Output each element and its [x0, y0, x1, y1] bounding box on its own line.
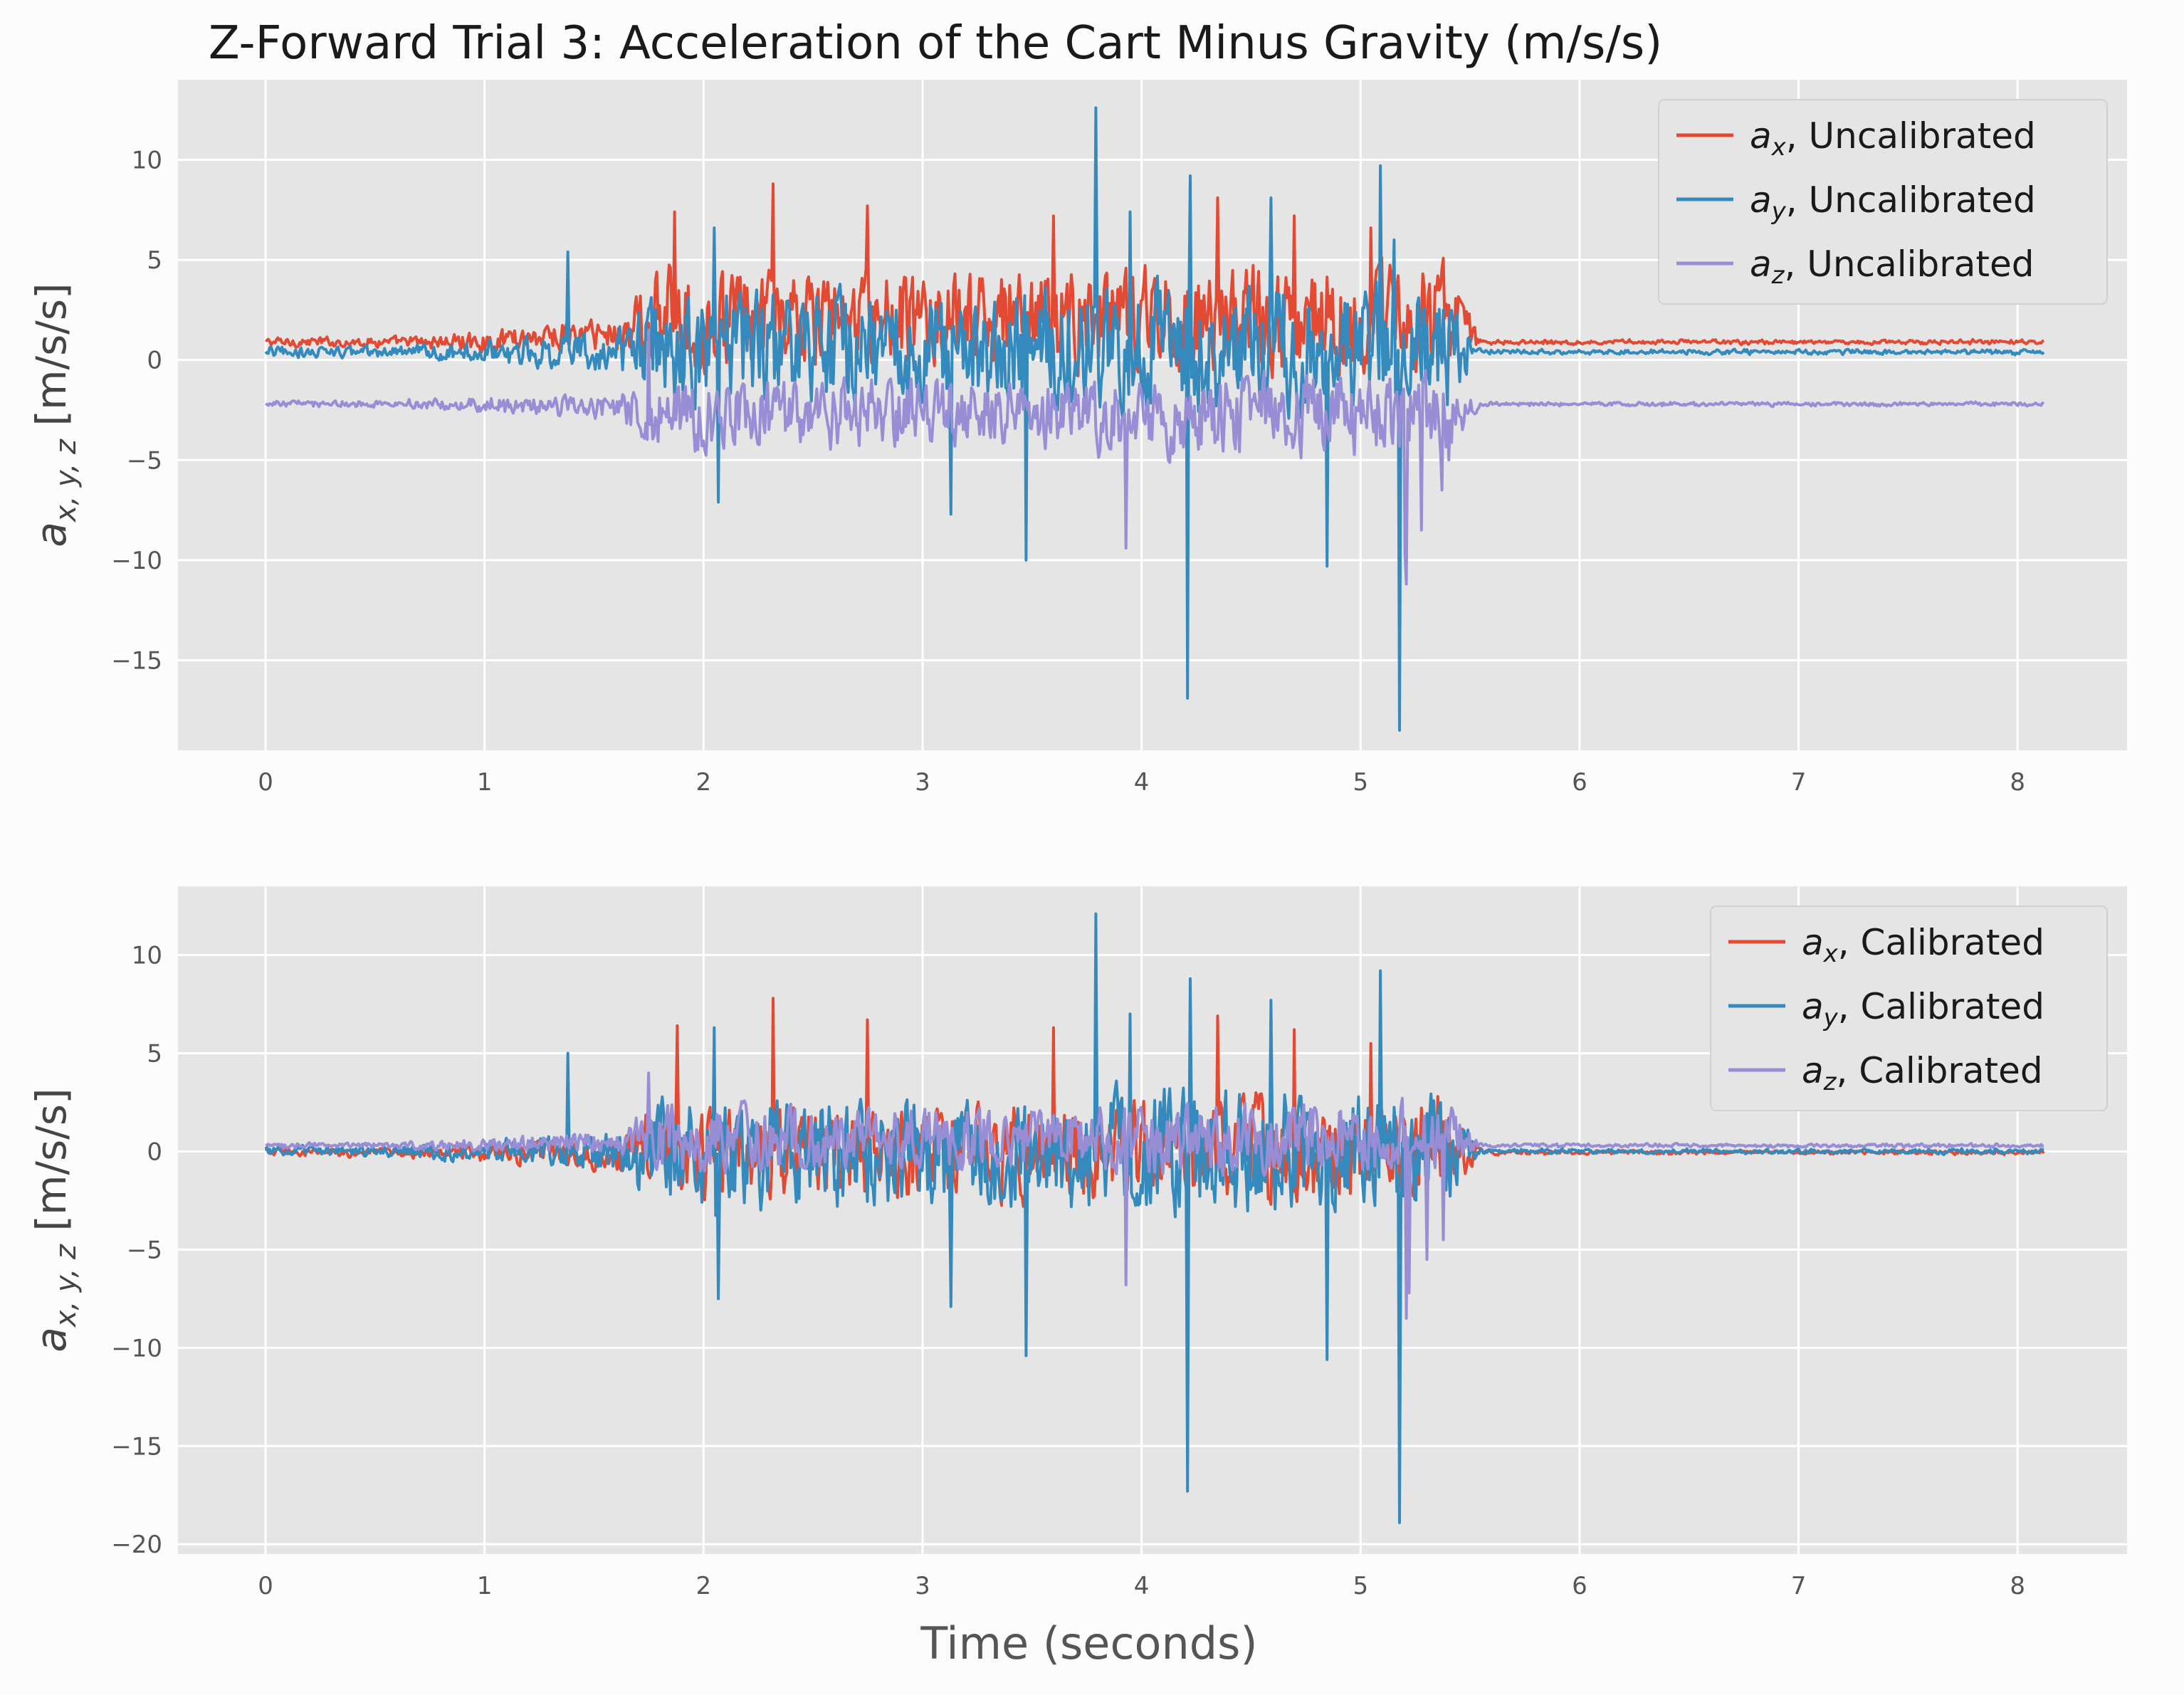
series-line-z [265, 328, 2045, 586]
y-label-subscript: x, y, z [50, 439, 83, 523]
y-tick-label: 0 [147, 1138, 162, 1166]
legend-entry-x: ax, Uncalibrated [1750, 115, 2036, 162]
y-tick-label: −20 [111, 1531, 162, 1559]
series-line-x [265, 182, 2045, 379]
legend-entry-y: ay, Calibrated [1802, 986, 2044, 1032]
legend-entry-z: az, Calibrated [1802, 1050, 2043, 1096]
top-series [264, 106, 2045, 732]
series-line-z [265, 1071, 2044, 1320]
x-tick-label: 3 [915, 1572, 930, 1600]
y-tick-label: −15 [111, 1432, 162, 1461]
x-tick-label: 4 [1134, 1572, 1150, 1600]
x-tick-label: 8 [2010, 768, 2025, 797]
x-tick-label: 2 [696, 1572, 712, 1600]
x-tick-label: 0 [258, 768, 273, 797]
y-label-unit: [m/s/s] [27, 283, 75, 439]
x-tick-label: 3 [915, 768, 930, 797]
y-tick-label: −5 [127, 1236, 162, 1264]
top-y-axis-label: ax, y, z [m/s/s] [27, 283, 83, 547]
y-label-unit: [m/s/s] [27, 1088, 75, 1244]
x-tick-label: 4 [1134, 768, 1150, 797]
top-x-tick-labels: 0 1 2 3 4 5 6 7 8 [258, 768, 2025, 797]
x-tick-label: 1 [477, 768, 493, 797]
x-tick-label: 6 [1572, 768, 1587, 797]
bottom-legend: ax, Calibrated ay, Calibrated az, Calibrat… [1710, 906, 2108, 1111]
x-tick-label: 6 [1572, 1572, 1587, 1600]
bottom-y-tick-labels: 10 5 0 −5 −10 −15 −20 [111, 942, 162, 1560]
x-tick-label: 5 [1353, 1572, 1368, 1600]
y-label-symbol: a [27, 1327, 75, 1353]
series-line-y [264, 106, 2045, 732]
top-legend: ax, Uncalibrated ay, Uncalibrated az, Unca… [1658, 99, 2108, 305]
x-tick-label: 0 [258, 1572, 273, 1600]
bottom-panel: 0 1 2 3 4 5 6 7 8 10 5 0 −5 −10 −15 −20 ax, y, z [m/s/… [27, 886, 2127, 1600]
y-tick-label: −10 [111, 1334, 162, 1363]
y-tick-label: 0 [147, 347, 162, 375]
y-tick-label: 10 [132, 942, 162, 970]
figure-title: Z-Forward Trial 3: Acceleration of the C… [209, 17, 1662, 70]
bottom-x-tick-labels: 0 1 2 3 4 5 6 7 8 [258, 1572, 2025, 1600]
top-y-tick-labels: 10 5 0 −5 −10 −15 [111, 146, 162, 675]
legend-frame [1710, 906, 2108, 1111]
y-tick-label: −15 [111, 646, 162, 675]
x-tick-label: 8 [2010, 1572, 2025, 1600]
x-axis-label: Time (seconds) [920, 1617, 1257, 1669]
y-tick-label: −5 [127, 446, 162, 475]
y-tick-label: 5 [147, 246, 162, 275]
x-tick-label: 1 [477, 1572, 493, 1600]
series-line-y [264, 912, 2044, 1524]
x-tick-label: 7 [1791, 768, 1807, 797]
bottom-series [264, 912, 2045, 1524]
legend-entry-y: ay, Uncalibrated [1750, 179, 2036, 226]
legend-frame [1658, 99, 2108, 305]
y-label-subscript: x, y, z [50, 1244, 83, 1328]
x-tick-label: 5 [1353, 768, 1368, 797]
y-tick-label: 10 [132, 146, 162, 174]
y-tick-label: −10 [111, 547, 162, 575]
bottom-y-axis-label: ax, y, z [m/s/s] [27, 1088, 83, 1352]
x-tick-label: 2 [696, 768, 712, 797]
y-label-symbol: a [27, 522, 75, 547]
x-tick-label: 7 [1791, 1572, 1807, 1600]
legend-entry-z: az, Uncalibrated [1750, 243, 2035, 290]
y-tick-label: 5 [147, 1040, 162, 1069]
legend-entry-x: ax, Calibrated [1802, 922, 2044, 968]
